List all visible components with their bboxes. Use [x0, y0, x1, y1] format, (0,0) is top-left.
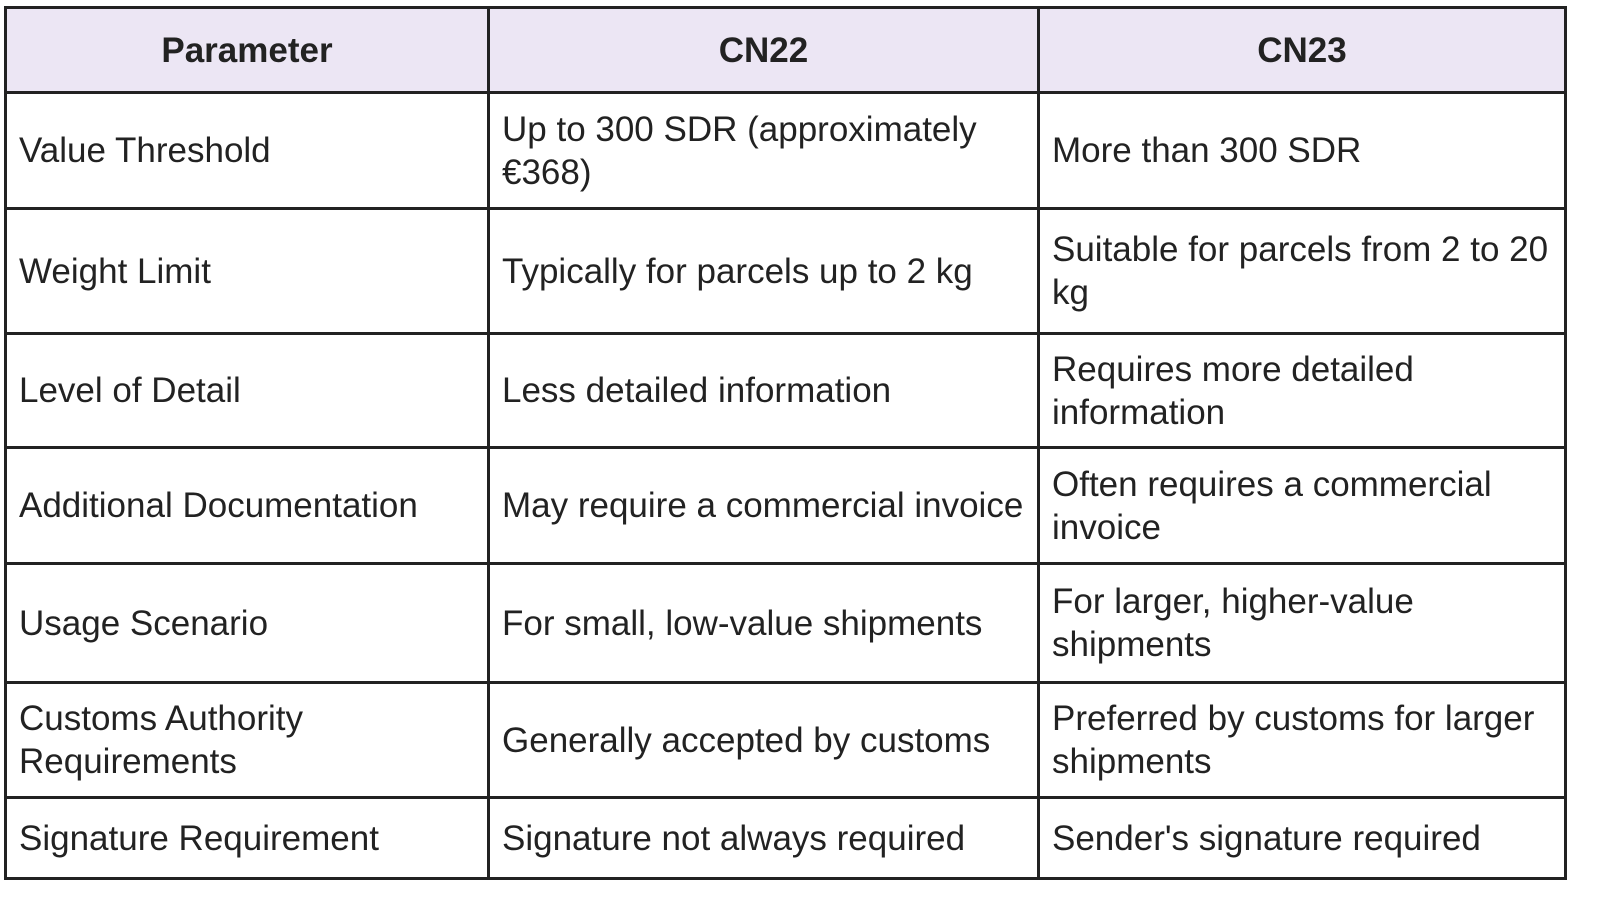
- row-label: Weight Limit: [4, 207, 490, 335]
- table-cell: More than 300 SDR: [1037, 91, 1567, 210]
- table-cell: Generally accepted by customs: [487, 681, 1040, 799]
- table-cell: Typically for parcels up to 2 kg: [487, 207, 1040, 335]
- table-cell: For small, low-value shipments: [487, 562, 1040, 684]
- comparison-table: Parameter CN22 CN23 Value Threshold Up to 3…: [4, 6, 1567, 880]
- row-label: Additional Documentation: [4, 446, 490, 565]
- table-cell: Up to 300 SDR (approximately €368): [487, 91, 1040, 210]
- table-row: Customs Authority Requirements Generally …: [4, 681, 1567, 799]
- table-cell: Requires more detailed information: [1037, 332, 1567, 449]
- table-cell: Signature not always required: [487, 796, 1040, 880]
- row-label: Level of Detail: [4, 332, 490, 449]
- table-cell: For larger, higher-value shipments: [1037, 562, 1567, 684]
- row-label: Usage Scenario: [4, 562, 490, 684]
- header-cell: CN22: [487, 6, 1040, 94]
- header-cell: CN23: [1037, 6, 1567, 94]
- table-row: Level of Detail Less detailed information…: [4, 332, 1567, 449]
- row-label: Customs Authority Requirements: [4, 681, 490, 799]
- row-label: Signature Requirement: [4, 796, 490, 880]
- header-row: Parameter CN22 CN23: [4, 6, 1567, 94]
- table-row: Value Threshold Up to 300 SDR (approximat…: [4, 91, 1567, 210]
- table-row: Signature Requirement Signature not alway…: [4, 796, 1567, 880]
- row-label: Value Threshold: [4, 91, 490, 210]
- header-cell: Parameter: [4, 6, 490, 94]
- table-cell: May require a commercial invoice: [487, 446, 1040, 565]
- table-row: Weight Limit Typically for parcels up to …: [4, 207, 1567, 335]
- table-row: Additional Documentation May require a co…: [4, 446, 1567, 565]
- table-cell: Sender's signature required: [1037, 796, 1567, 880]
- table-cell: Less detailed information: [487, 332, 1040, 449]
- table-cell: Preferred by customs for larger shipment…: [1037, 681, 1567, 799]
- table-cell: Often requires a commercial invoice: [1037, 446, 1567, 565]
- table-row: Usage Scenario For small, low-value shipm…: [4, 562, 1567, 684]
- table-cell: Suitable for parcels from 2 to 20 kg: [1037, 207, 1567, 335]
